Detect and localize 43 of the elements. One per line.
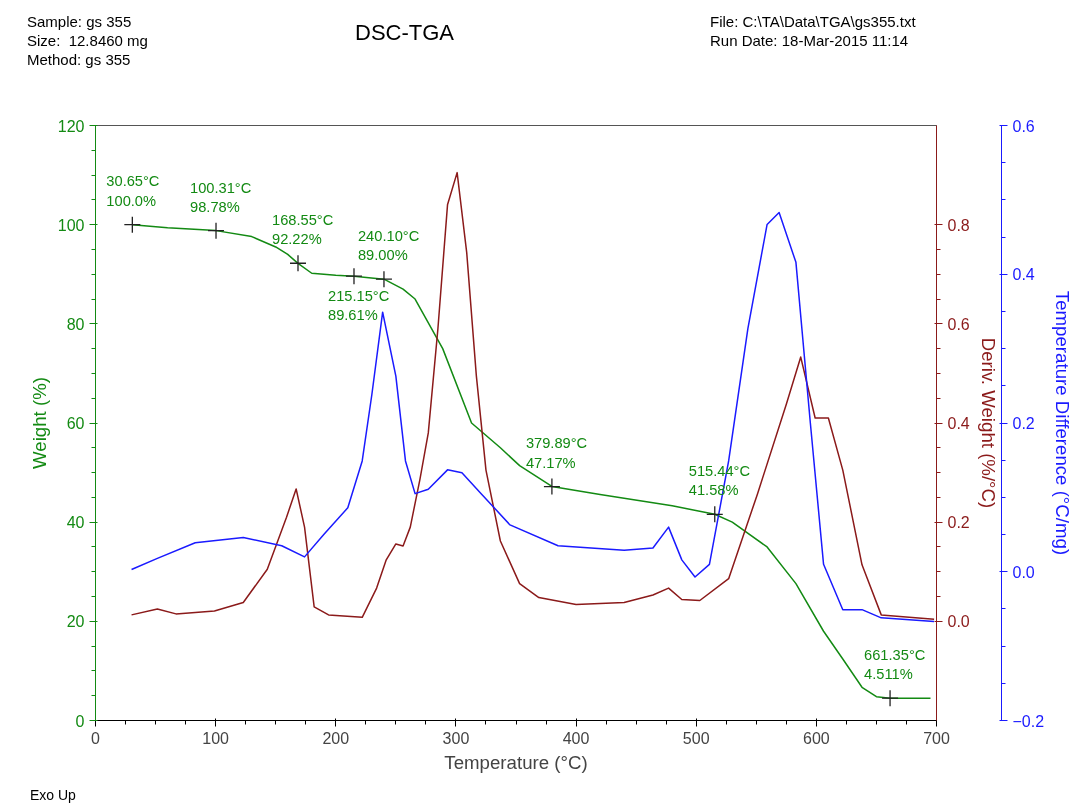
y2-axis-title: Deriv. Weight (%/°C) [977,337,999,509]
x-tick-label: 0 [91,729,101,747]
annotation: 661.35°C 4.511% [864,646,926,683]
y-tick-label: 80 [66,315,85,333]
y2-tick-label: 0.2 [947,514,970,532]
y-tick-label: 120 [57,117,85,135]
y-tick-label: 0 [75,712,85,730]
y2-tick-label: 0.8 [947,216,970,234]
y3-tick-label: −0.2 [1012,712,1045,730]
x-tick-label: 400 [562,729,590,747]
y3-tick-label: 0.2 [1012,415,1035,432]
y-axis-title: Weight (%) [28,377,50,469]
y3-tick-label: 0.6 [1012,117,1035,135]
y3-axis-title: Temperature Difference (°C/mg) [1052,290,1074,556]
text: File: C:\TA\Data\TGA\gs355.txt [710,13,916,30]
y-tick-label: 20 [66,613,85,631]
text: Size: 12.8460 mg [27,31,148,49]
chart-title: DSC-TGA [355,19,454,47]
y2-tick-label: 0.4 [947,415,970,432]
x-tick-label: 300 [442,729,470,747]
y3-tick-label: 0.0 [1012,563,1035,581]
annotation: 379.89°C 47.17% [525,435,588,471]
y-tick-label: 100 [57,216,85,234]
y-tick-label: 60 [66,415,85,432]
text: Sample: gs 355 [27,13,132,30]
y2-tick-label: 0.6 [947,315,970,333]
x-tick-label: 600 [803,729,830,747]
x-axis-title: Temperature (°C) [444,751,588,773]
text: Method: gs 355 [27,50,131,68]
x-tick-label: 500 [682,729,710,747]
annotation: 168.55°C 92.22% [272,212,334,248]
annotation: 30.65°C 100.0% [106,173,160,209]
annotation: 100.31°C 98.78% [190,179,252,215]
x-tick-label: 700 [923,729,950,747]
annotation: 240.10°C 89.00% [357,228,420,264]
text: Exo Up [29,786,76,803]
y3-tick-label: 0.4 [1012,266,1035,284]
y-tick-label: 40 [66,514,85,532]
x-tick-label: 100 [202,729,230,747]
text: Run Date: 18-Mar-2015 11:14 [710,31,909,49]
y2-tick-label: 0.0 [947,613,970,631]
annotation: 215.15°C 89.61% [327,288,390,324]
x-tick-label: 200 [322,729,350,747]
